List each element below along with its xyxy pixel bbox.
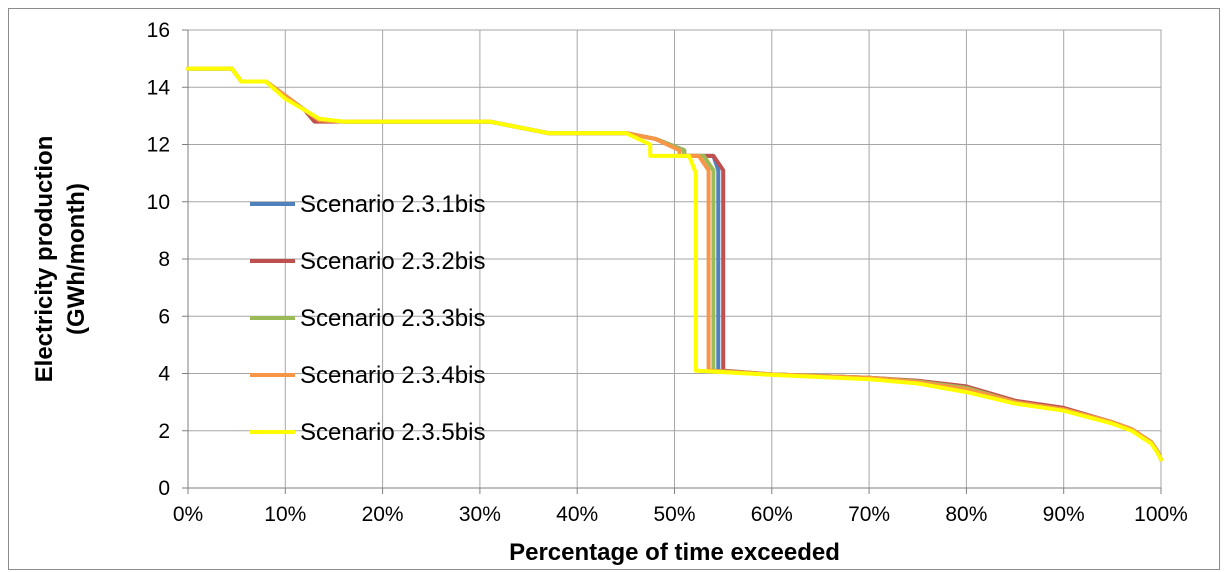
x-tick-label: 40% (556, 503, 598, 526)
legend-label-5: Scenario 2.3.5bis (300, 419, 485, 446)
x-axis-title: Percentage of time exceeded (509, 539, 840, 566)
x-tick-label: 70% (848, 503, 890, 526)
y-tick-label: 6 (158, 305, 170, 328)
x-tick-label: 50% (653, 503, 695, 526)
x-tick-label: 100% (1134, 503, 1188, 526)
y-tick-label: 10 (147, 191, 170, 214)
x-tick-label: 0% (173, 503, 203, 526)
chart-frame (8, 8, 1220, 570)
legend-label-1: Scenario 2.3.1bis (300, 191, 485, 218)
x-tick-label: 80% (945, 503, 987, 526)
y-tick-label: 2 (158, 420, 170, 443)
legend-label-2: Scenario 2.3.2bis (300, 248, 485, 275)
x-tick-label: 60% (751, 503, 793, 526)
series-line-5 (186, 66, 1163, 462)
y-axis-title-line-1: Electricity production (31, 136, 58, 383)
x-tick-label: 20% (362, 503, 404, 526)
y-tick-label: 14 (147, 76, 171, 99)
y-tick-label: 4 (158, 363, 170, 386)
legend-label-3: Scenario 2.3.3bis (300, 305, 485, 332)
x-tick-label: 30% (459, 503, 501, 526)
legend-label-4: Scenario 2.3.4bis (300, 362, 485, 389)
y-tick-label: 8 (158, 248, 170, 271)
y-tick-label: 16 (147, 19, 170, 42)
x-tick-label: 90% (1043, 503, 1085, 526)
y-tick-label: 0 (158, 477, 170, 500)
y-axis-title-line-2: (GWh/month) (63, 183, 90, 335)
x-tick-label: 10% (264, 503, 306, 526)
y-tick-label: 12 (147, 134, 170, 157)
